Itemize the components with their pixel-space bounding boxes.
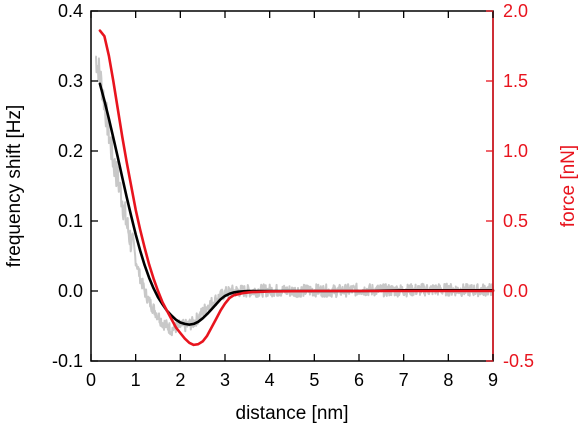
x-tick-label: 7 bbox=[399, 370, 409, 390]
y-right-tick-label: 2.0 bbox=[503, 1, 528, 21]
x-tick-label: 4 bbox=[265, 370, 275, 390]
x-tick-label: 9 bbox=[488, 370, 498, 390]
series-force-line bbox=[98, 29, 495, 347]
x-tick-label: 2 bbox=[175, 370, 185, 390]
y-left-tick-label: 0.1 bbox=[58, 211, 83, 231]
ticks-layer: 0 1 2 3 4 5 6 7 8 9 -0.1 0.0 0.1 0.2 0.3 0.4 -0.5 0.0 0.5 1… bbox=[52, 1, 534, 390]
y-right-tick-label: 0.0 bbox=[503, 281, 528, 301]
y-right-axis-title: force [nN] bbox=[558, 145, 579, 227]
x-tick-label: 0 bbox=[86, 370, 96, 390]
y-right-tick-label: 1.5 bbox=[503, 71, 528, 91]
y-left-tick-label: 0.3 bbox=[58, 71, 83, 91]
x-axis-title: distance [nm] bbox=[236, 403, 349, 424]
x-tick-label: 3 bbox=[220, 370, 230, 390]
y-right-tick-label: 0.5 bbox=[503, 211, 528, 231]
x-tick-label: 6 bbox=[354, 370, 364, 390]
series-layer bbox=[95, 29, 495, 347]
x-tick-label: 5 bbox=[309, 370, 319, 390]
x-tick-label: 1 bbox=[131, 370, 141, 390]
y-left-tick-label: 0.4 bbox=[58, 1, 83, 21]
y-right-tick-label: 1.0 bbox=[503, 141, 528, 161]
y-left-tick-label: -0.1 bbox=[52, 351, 83, 371]
y-left-tick-label: 0.2 bbox=[58, 141, 83, 161]
series-fit-line bbox=[98, 82, 495, 326]
y-left-axis-title: frequency shift [Hz] bbox=[4, 105, 25, 268]
y-right-tick-label: -0.5 bbox=[503, 351, 534, 371]
series-raw-line bbox=[95, 55, 494, 337]
x-tick-label: 8 bbox=[443, 370, 453, 390]
y-left-tick-label: 0.0 bbox=[58, 281, 83, 301]
